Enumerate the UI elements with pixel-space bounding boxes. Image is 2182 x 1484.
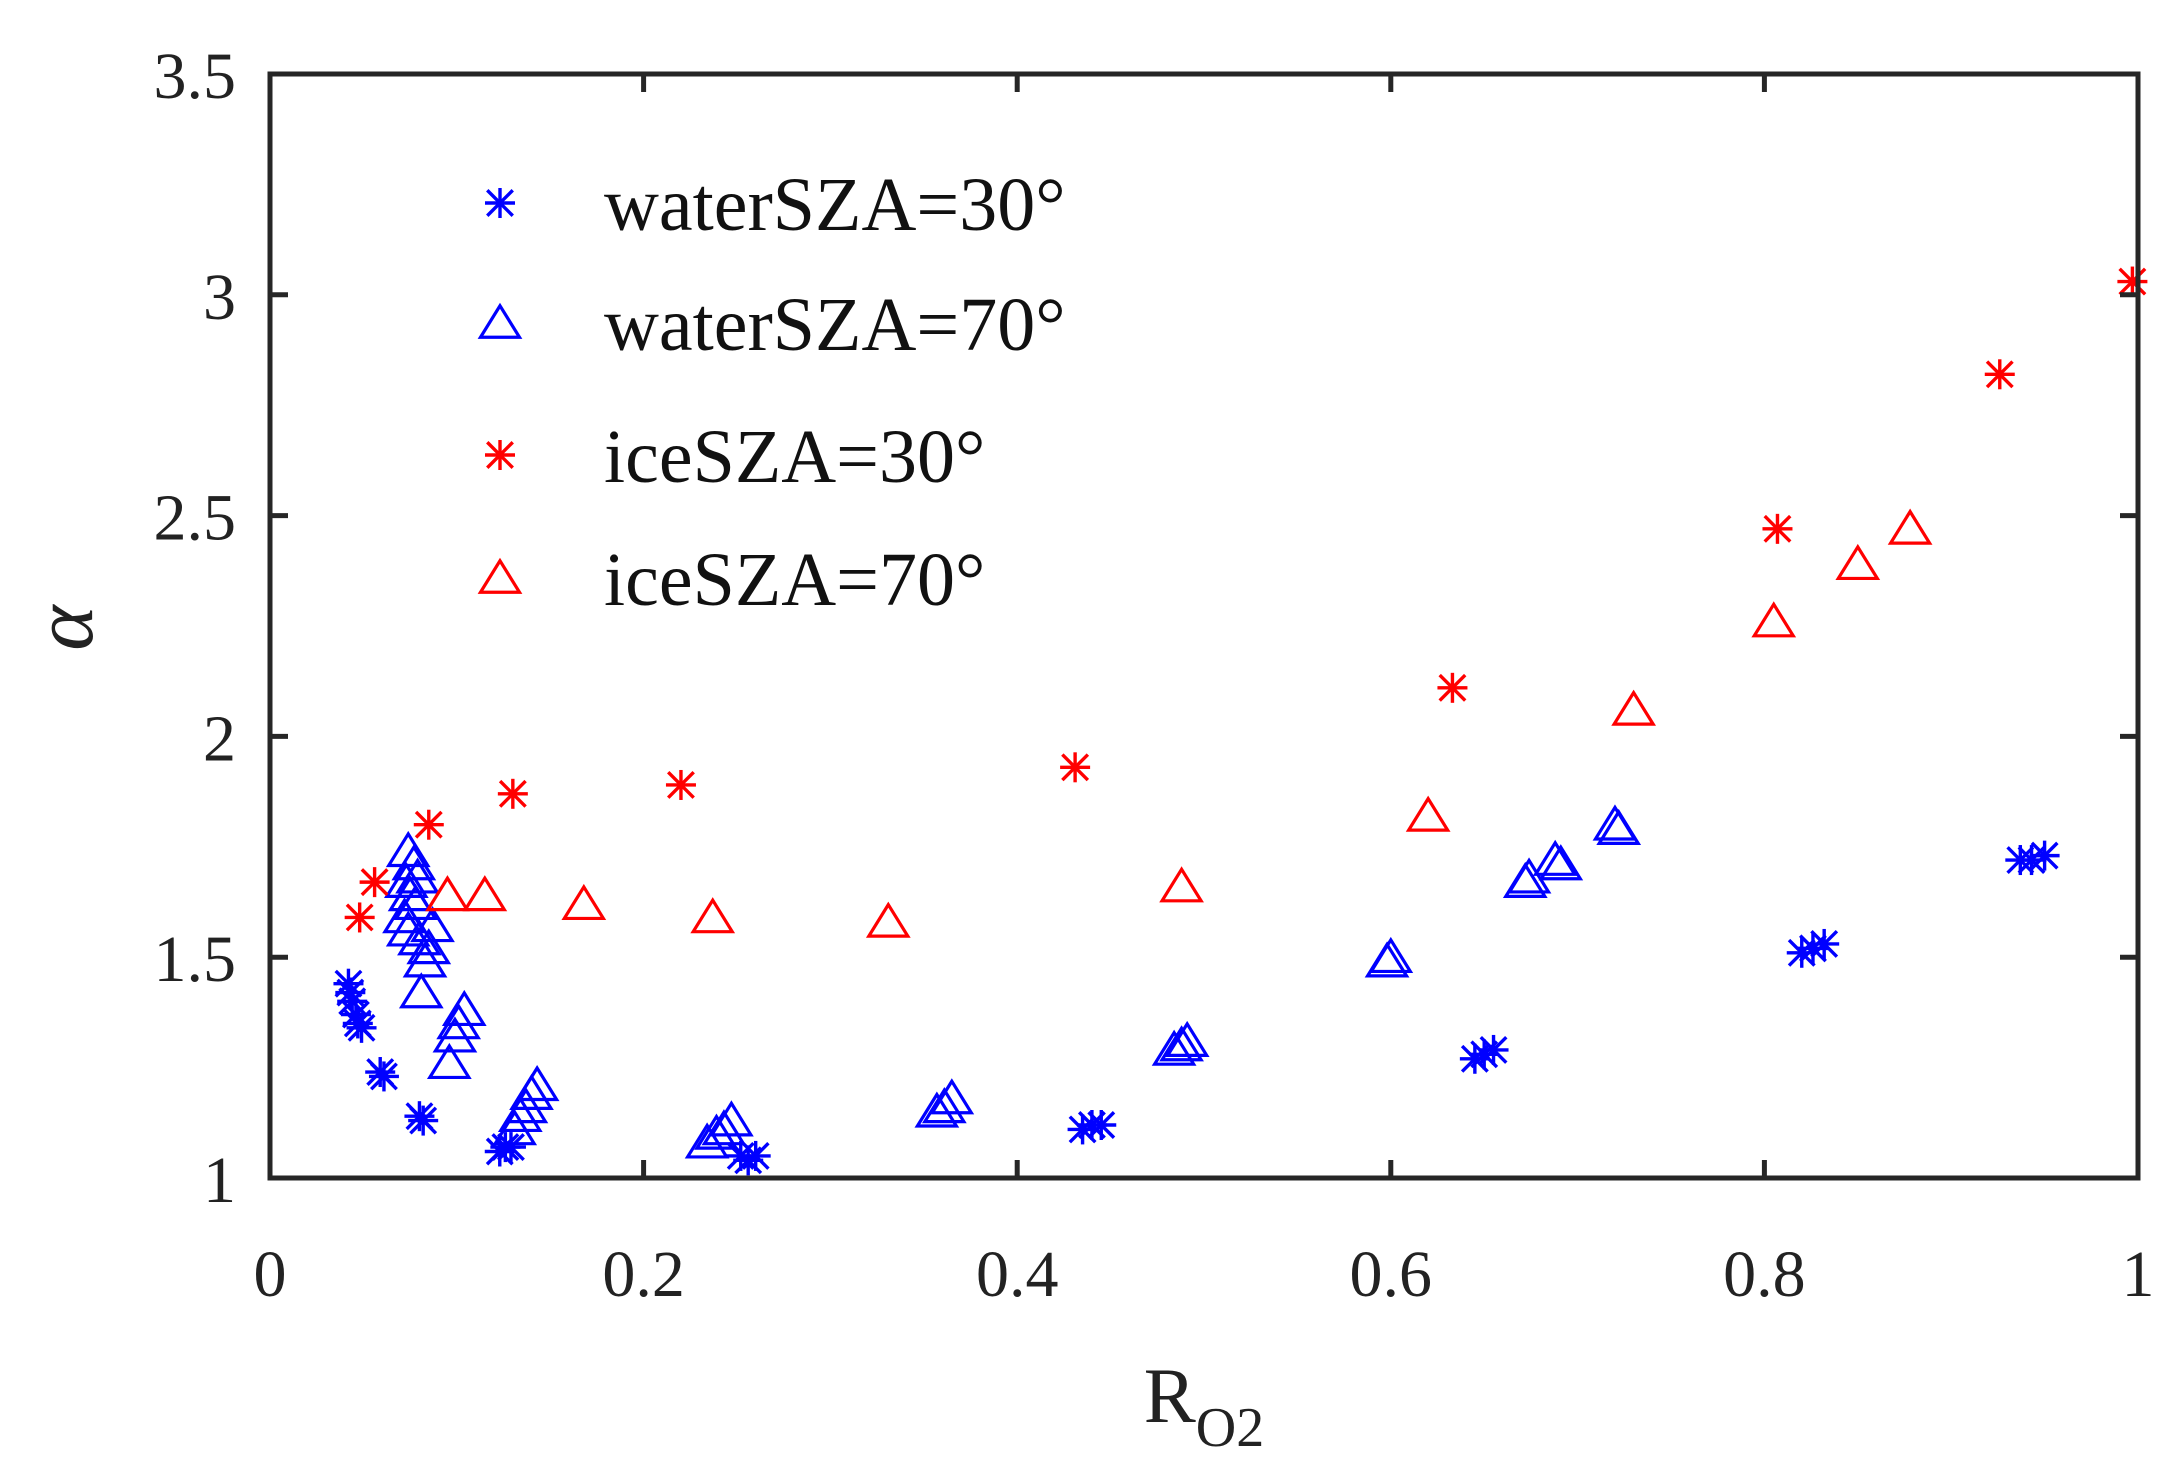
legend-item: iceSZA=30° — [485, 415, 985, 499]
y-tick-label: 3 — [203, 261, 236, 334]
y-tick-label: 1.5 — [154, 923, 237, 996]
data-point — [497, 778, 528, 809]
data-point — [1364, 941, 1410, 978]
data-point — [382, 897, 427, 934]
legend-marker — [485, 188, 515, 218]
data-point — [1887, 508, 1933, 545]
data-point — [1751, 601, 1797, 638]
axis-ticks — [267, 71, 2141, 1181]
data-point — [1538, 844, 1584, 881]
legend-label: waterSZA=70° — [604, 283, 1066, 367]
data-point — [413, 809, 444, 840]
data-point — [694, 1113, 739, 1150]
data-point — [684, 1122, 730, 1159]
data-point — [921, 1087, 967, 1124]
data-point — [432, 1016, 478, 1053]
y-tick-label: 2.5 — [154, 482, 237, 555]
data-point — [1086, 1110, 1117, 1141]
data-point — [368, 1061, 399, 1092]
legend-marker — [485, 440, 515, 470]
x-tick-label: 0.8 — [1723, 1238, 1806, 1311]
plot-frame — [267, 71, 2141, 1181]
x-tick-label: 0.4 — [976, 1238, 1059, 1311]
data-point — [865, 901, 911, 938]
y-tick-label: 2 — [203, 702, 236, 775]
data-point — [690, 897, 736, 934]
data-point — [1596, 808, 1642, 845]
data-point — [495, 1132, 526, 1163]
data-point — [1437, 672, 1468, 703]
x-tick-label: 0 — [254, 1238, 287, 1311]
y-axis-title: α — [15, 604, 111, 651]
legend-label: iceSZA=70° — [604, 538, 985, 622]
legend-label: iceSZA=30° — [604, 415, 985, 499]
series-2 — [382, 804, 1642, 1159]
y-tick-labels: 1 1.5 2 2.5 3 3.5 — [154, 40, 237, 1217]
x-axis-title: RO2 — [1144, 1352, 1264, 1459]
data-point — [1151, 1029, 1197, 1066]
data-point — [1060, 752, 1091, 783]
data-point — [1478, 1034, 1509, 1065]
data-point — [346, 1012, 377, 1043]
data-point — [398, 972, 444, 1009]
data-point — [709, 1100, 754, 1137]
data-point — [497, 1095, 543, 1133]
data-point — [914, 1091, 960, 1128]
data-point — [344, 902, 375, 933]
data-point — [509, 1073, 554, 1110]
x-tick-label: 0.2 — [602, 1238, 685, 1311]
data-point — [1984, 359, 2015, 390]
data-point — [740, 1140, 771, 1171]
series-4 — [425, 508, 1933, 938]
data-point — [402, 941, 448, 978]
x-tick-labels: 0 0.2 0.4 0.6 0.8 1 — [254, 1238, 2155, 1311]
data-point — [462, 875, 508, 912]
data-point — [1611, 689, 1657, 726]
data-point — [1159, 1025, 1204, 1062]
data-point — [436, 1003, 482, 1040]
data-point — [1809, 928, 1840, 959]
data-point — [425, 875, 470, 912]
data-point — [929, 1078, 975, 1115]
data-point — [406, 928, 452, 965]
data-point — [410, 905, 455, 943]
data-point — [383, 861, 429, 898]
x-axis-label-subscript: O2 — [1196, 1397, 1264, 1459]
legend-item: waterSZA=70° — [477, 283, 1066, 367]
data-point — [701, 1109, 747, 1146]
x-tick-label: 0.6 — [1350, 1238, 1433, 1311]
legend-item: iceSZA=70° — [477, 538, 985, 622]
data-point — [408, 1105, 439, 1136]
data-point — [385, 910, 431, 947]
y-tick-label: 1 — [203, 1144, 236, 1217]
y-tick-label: 3.5 — [154, 40, 237, 113]
data-point — [2117, 266, 2148, 297]
x-axis-label: R — [1144, 1352, 1196, 1439]
data-point — [492, 1109, 538, 1146]
legend: waterSZA=30° waterSZA=70° iceSZA=30° iceSZA… — [477, 163, 1066, 622]
data-points — [333, 266, 2148, 1176]
data-point — [1762, 513, 1793, 544]
data-point — [441, 989, 487, 1027]
legend-item: waterSZA=30° — [485, 163, 1066, 247]
data-point — [359, 867, 390, 898]
data-point — [1502, 861, 1548, 898]
data-point — [2029, 840, 2060, 871]
legend-label: waterSZA=30° — [604, 163, 1066, 247]
data-point — [1835, 543, 1881, 581]
data-point — [561, 883, 607, 921]
series-1 — [333, 840, 2060, 1176]
series-3 — [344, 266, 2148, 933]
legend-marker — [477, 557, 523, 594]
x-tick-label: 1 — [2122, 1238, 2155, 1311]
data-point — [1405, 795, 1451, 832]
data-point — [426, 1042, 472, 1080]
legend-marker — [477, 302, 523, 339]
data-point — [665, 769, 696, 800]
data-point — [1159, 866, 1204, 903]
data-point — [1532, 839, 1578, 876]
